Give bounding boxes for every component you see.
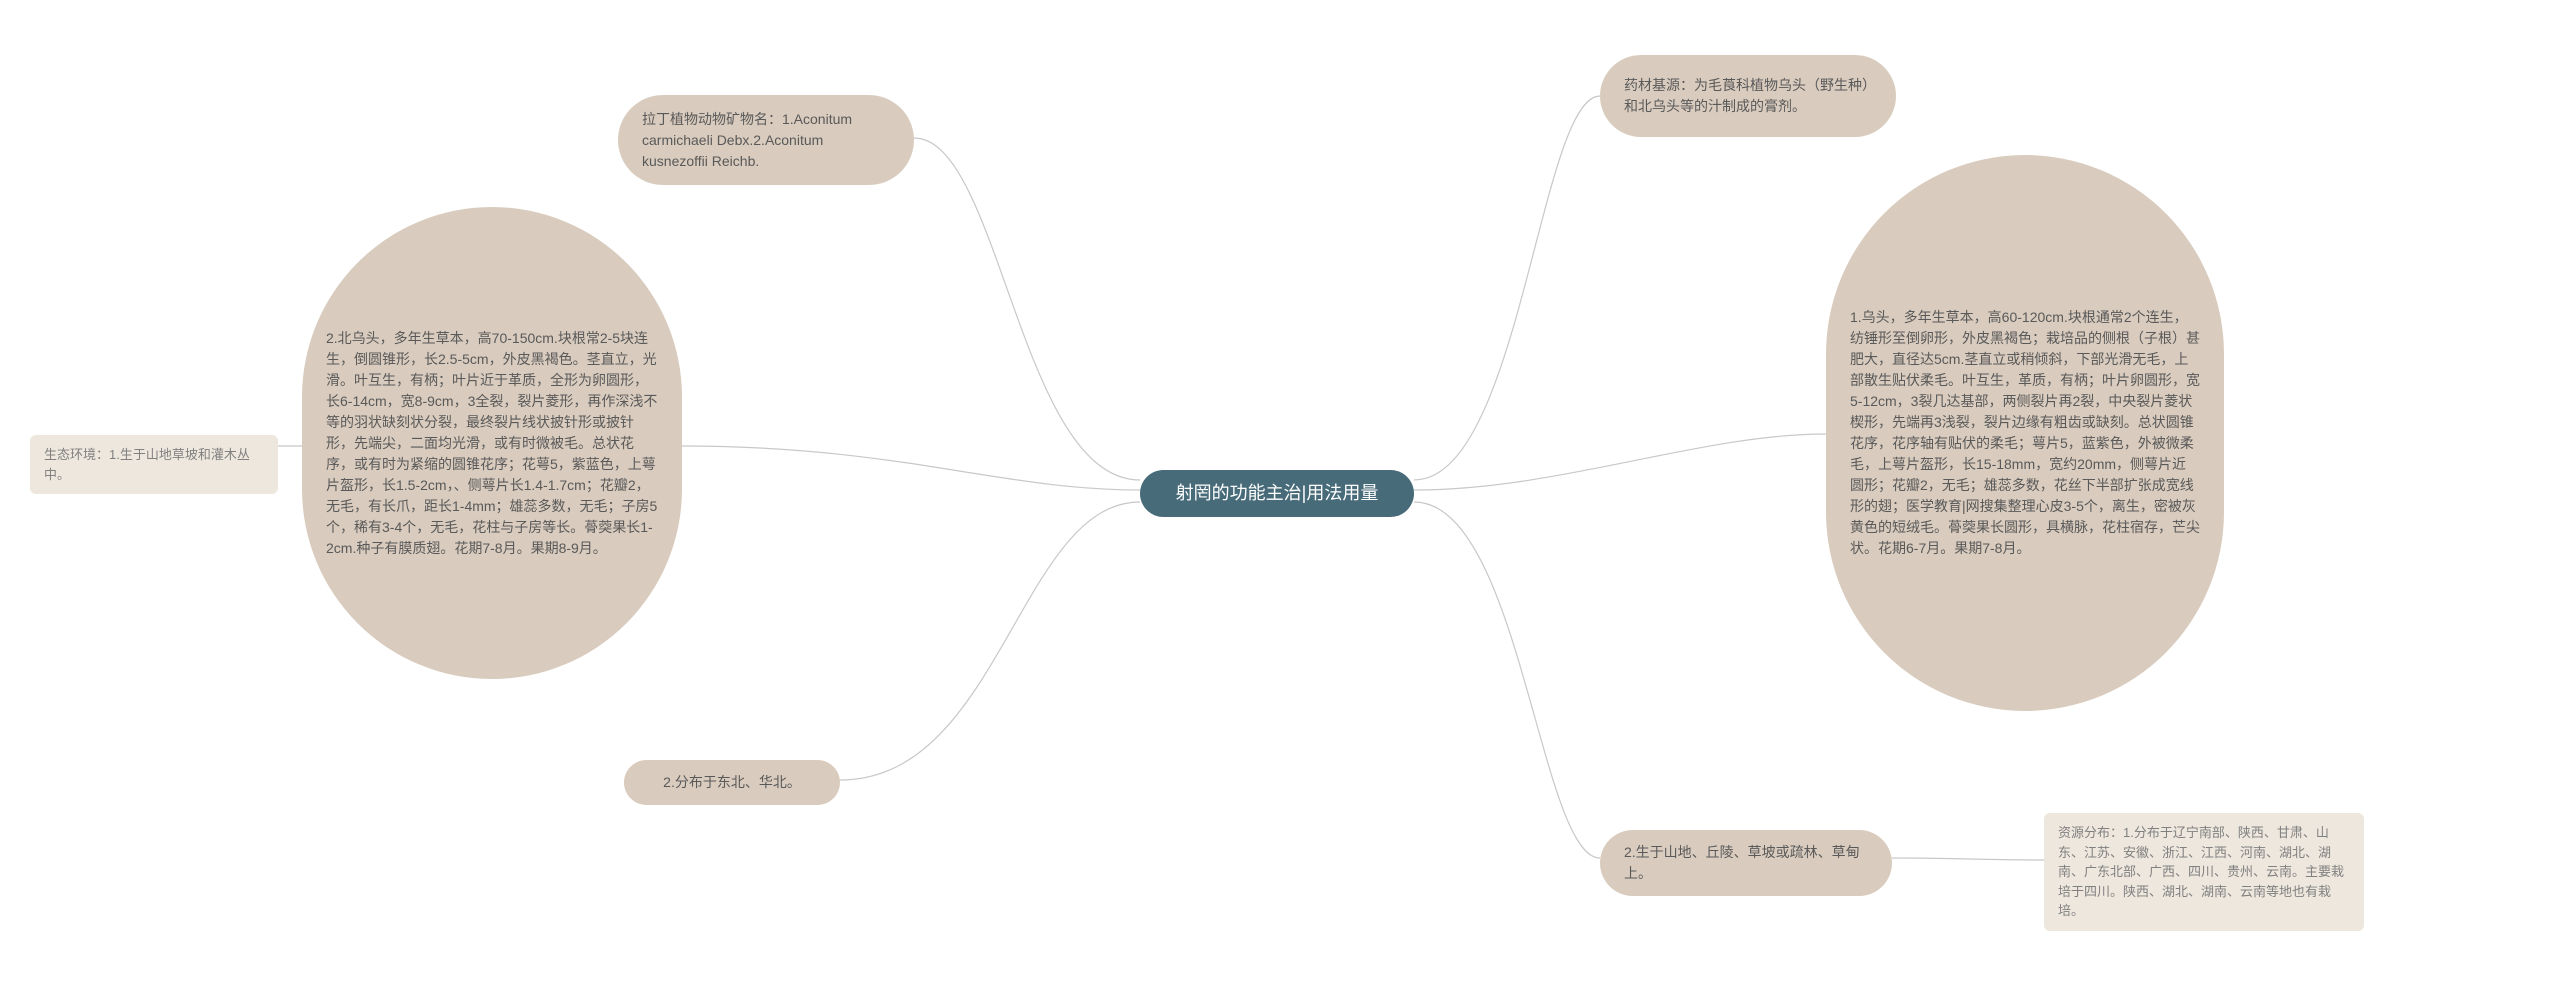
node-beiwutou-text: 2.北乌头，多年生草本，高70-150cm.块根常2-5块连生，倒圆锥形，长2.…	[326, 328, 658, 559]
center-node: 射罔的功能主治|用法用量	[1140, 470, 1414, 517]
node-ecology-text: 生态环境：1.生于山地草坡和灌木丛中。	[44, 445, 264, 484]
connector	[1414, 434, 1826, 490]
connector	[1414, 96, 1600, 480]
node-yaocai-text: 药材基源：为毛莨科植物乌头（野生种）和北乌头等的汁制成的膏剂。	[1624, 75, 1872, 117]
node-yaocai-source: 药材基源：为毛莨科植物乌头（野生种）和北乌头等的汁制成的膏剂。	[1600, 55, 1896, 137]
connector	[840, 502, 1140, 780]
node-latin-name: 拉丁植物动物矿物名：1.Aconitum carmichaeli Debx.2.…	[618, 95, 914, 185]
node-resource-text: 资源分布：1.分布于辽宁南部、陕西、甘肃、山东、江苏、安徽、浙江、江西、河南、湖…	[2058, 823, 2350, 921]
node-habitat: 2.生于山地、丘陵、草坡或疏林、草甸上。	[1600, 830, 1892, 896]
node-distribution-ne: 2.分布于东北、华北。	[624, 760, 840, 805]
node-beiwutou: 2.北乌头，多年生草本，高70-150cm.块根常2-5块连生，倒圆锥形，长2.…	[302, 207, 682, 679]
node-distne-text: 2.分布于东北、华北。	[663, 772, 801, 793]
node-resource-distribution: 资源分布：1.分布于辽宁南部、陕西、甘肃、山东、江苏、安徽、浙江、江西、河南、湖…	[2044, 813, 2364, 931]
connector	[682, 446, 1140, 490]
node-habitat-text: 2.生于山地、丘陵、草坡或疏林、草甸上。	[1624, 842, 1868, 884]
node-wutou: 1.乌头，多年生草本，高60-120cm.块根通常2个连生，纺锤形至倒卵形，外皮…	[1826, 155, 2224, 711]
connector	[914, 138, 1140, 480]
connector	[1892, 858, 2044, 860]
center-text: 射罔的功能主治|用法用量	[1176, 480, 1379, 507]
node-ecology: 生态环境：1.生于山地草坡和灌木丛中。	[30, 435, 278, 494]
node-latin-text: 拉丁植物动物矿物名：1.Aconitum carmichaeli Debx.2.…	[642, 109, 890, 172]
node-wutou-text: 1.乌头，多年生草本，高60-120cm.块根通常2个连生，纺锤形至倒卵形，外皮…	[1850, 307, 2200, 559]
connector	[1414, 502, 1600, 858]
